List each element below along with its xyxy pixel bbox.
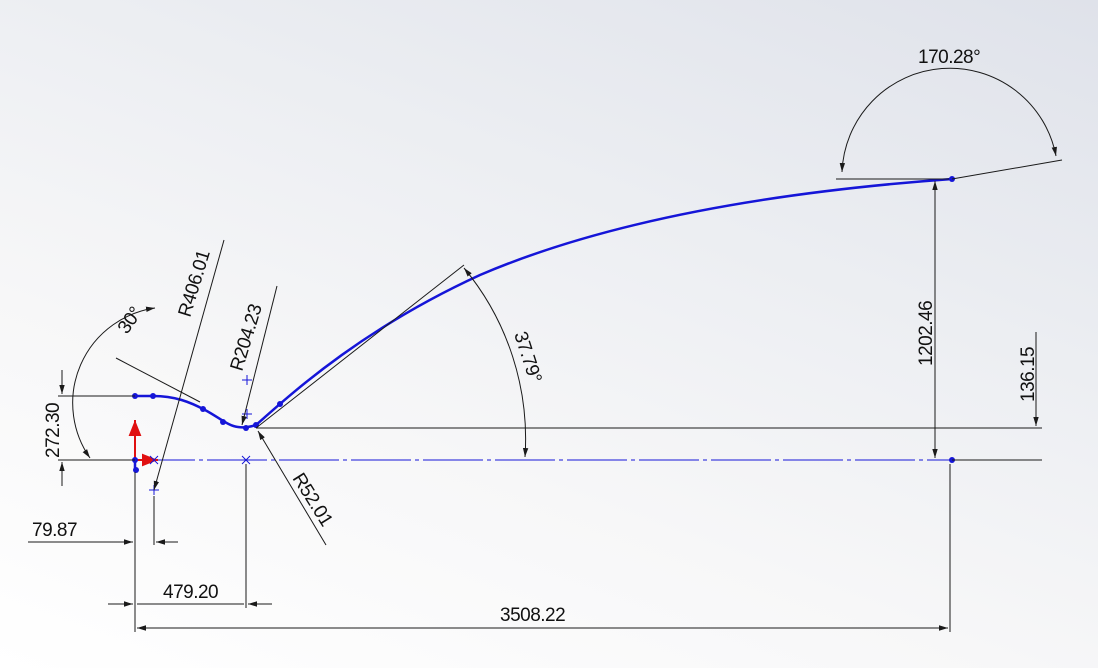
dim-height-left-label: 272.30 <box>43 403 64 458</box>
dim-angle-top-label: 170.28° <box>918 47 980 68</box>
dim-angle-arc-label: 37.79° <box>509 329 545 385</box>
dim-radius-large-label: R406.01 <box>175 248 215 319</box>
dim-height-main-label: 1202.46 <box>916 301 937 366</box>
dim-angle-left-label: 30° <box>114 304 147 338</box>
dim-height-small-label: 136.15 <box>1018 347 1039 402</box>
arc-center-markers[interactable] <box>149 375 252 495</box>
dim-height-small[interactable]: 136.15 <box>256 332 1042 462</box>
dim-height-left[interactable]: 272.30 <box>43 370 135 486</box>
dim-length-total[interactable]: 3508.22 <box>137 464 951 632</box>
dim-length-total-label: 3508.22 <box>500 605 565 626</box>
dim-length-mid[interactable]: 479.20 <box>108 464 272 608</box>
dim-radius-mid-label: R204.23 <box>227 302 267 373</box>
origin-icon <box>128 420 158 467</box>
profile-curve[interactable] <box>135 177 953 429</box>
dim-radius-large[interactable]: R406.01 <box>153 239 225 491</box>
dim-radius-small[interactable]: R52.01 <box>257 430 336 546</box>
dim-radius-mid[interactable]: R204.23 <box>227 285 278 426</box>
dim-offset-left-label: 79.87 <box>32 520 77 541</box>
dim-angle-top[interactable]: 170.28° <box>839 47 1063 180</box>
dim-height-main[interactable]: 1202.46 <box>916 181 938 458</box>
dim-angle-left[interactable]: 30° <box>72 304 201 461</box>
dim-offset-left[interactable]: 79.87 <box>28 472 178 632</box>
dim-length-mid-label: 479.20 <box>163 582 218 603</box>
